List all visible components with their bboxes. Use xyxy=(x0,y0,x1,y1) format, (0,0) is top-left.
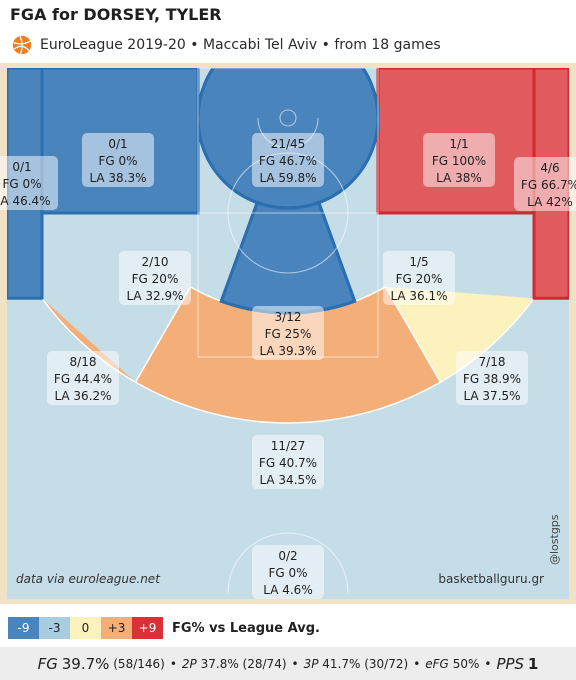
zone-attempts-label: 0/1 xyxy=(108,137,127,151)
zone-la-label: LA 36.2% xyxy=(54,389,111,403)
shot-chart-court: 0/1 FG 0% LA 46.4% 0/1 FG 0% LA 38.3% 21/45 FG … xyxy=(0,63,576,604)
chart-subtitle: EuroLeague 2019-20 • Maccabi Tel Aviv • … xyxy=(40,37,441,53)
zone-label-box xyxy=(82,133,154,187)
zone-label-left-corner-three: 0/1 FG 0% LA 46.4% xyxy=(0,156,58,210)
separator: • xyxy=(291,656,299,671)
brand-label: basketballguru.gr xyxy=(438,572,544,586)
p3-value: 41.7% (30/72) xyxy=(322,656,409,671)
zone-label-box xyxy=(252,306,324,360)
zone-label-right-baseline-midrange: 1/5 FG 20% LA 36.1% xyxy=(383,251,455,305)
zone-fg-label: FG 38.9% xyxy=(463,372,521,386)
zone-fg-label: FG 40.7% xyxy=(259,456,317,470)
zone-attempts-label: 21/45 xyxy=(271,137,306,151)
zone-la-label: LA 38.3% xyxy=(89,171,146,185)
chart-title: FGA for DORSEY, TYLER xyxy=(10,5,222,24)
zone-attempts-label: 1/5 xyxy=(409,255,428,269)
zone-label-left-wing-three: 8/18 FG 44.4% LA 36.2% xyxy=(47,351,119,405)
zone-left-wing-three xyxy=(41,297,136,383)
color-legend: -9 -3 0 +3 +9 FG% vs League Avg. xyxy=(8,617,320,639)
zone-label-box xyxy=(383,251,455,305)
zone-label-box xyxy=(252,435,324,489)
zone-label-left-baseline-midrange: 2/10 FG 20% LA 32.9% xyxy=(119,251,191,305)
zone-fg-label: FG 46.7% xyxy=(259,154,317,168)
zone-label-box xyxy=(119,251,191,305)
zone-attempts-label: 4/6 xyxy=(540,161,559,175)
zone-label-box xyxy=(423,133,495,187)
zone-label-right-elbow-midrange: 1/1 FG 100% LA 38% xyxy=(423,133,495,187)
legend-scale: -9 -3 0 +3 +9 xyxy=(8,617,163,639)
zone-label-box xyxy=(47,351,119,405)
legend-title: FG% vs League Avg. xyxy=(172,620,320,636)
fg-label: FG xyxy=(37,654,58,673)
zone-la-label: LA 39.3% xyxy=(259,344,316,358)
zone-label-top-of-key-three: 11/27 FG 40.7% LA 34.5% xyxy=(252,435,324,489)
pps-value: 1 xyxy=(527,654,539,673)
legend-bin: 0 xyxy=(70,617,101,639)
zone-label-box xyxy=(252,133,324,187)
zone-la-label: LA 42% xyxy=(527,195,573,209)
zone-fg-label: FG 0% xyxy=(2,177,41,191)
author-handle: @lostgps xyxy=(548,514,561,565)
fg-counts: (58/146) xyxy=(113,656,165,671)
zone-label-paint-non-ra: 3/12 FG 25% LA 39.3% xyxy=(252,306,324,360)
p3-label: 3P xyxy=(303,656,319,671)
zone-label-restricted-area: 21/45 FG 46.7% LA 59.8% xyxy=(252,133,324,187)
zone-attempts-label: 11/27 xyxy=(271,439,306,453)
legend-bin: -3 xyxy=(39,617,70,639)
summary-stats: FG 39.7% (58/146) • 2P 37.8% (28/74) • 3… xyxy=(0,647,576,680)
zone-la-label: LA 38% xyxy=(436,171,482,185)
zone-label-backcourt: 0/2 FG 0% LA 4.6% xyxy=(252,545,324,599)
zone-la-label: LA 46.4% xyxy=(0,194,51,208)
summary-bar xyxy=(0,647,576,680)
zone-attempts-label: 2/10 xyxy=(142,255,169,269)
zone-attempts-label: 3/12 xyxy=(275,310,302,324)
zone-fg-label: FG 100% xyxy=(432,154,486,168)
zone-attempts-label: 8/18 xyxy=(70,355,97,369)
zone-attempts-label: 0/1 xyxy=(12,160,31,174)
chart-subtitle-row: EuroLeague 2019-20 • Maccabi Tel Aviv • … xyxy=(12,34,441,56)
euroleague-ball-logo xyxy=(12,35,32,55)
zone-label-box xyxy=(514,157,576,211)
zone-attempts-label: 7/18 xyxy=(479,355,506,369)
zone-la-label: LA 59.8% xyxy=(259,171,316,185)
p2-label: 2P xyxy=(181,656,197,671)
zone-attempts-label: 0/2 xyxy=(278,549,297,563)
zone-la-label: LA 32.9% xyxy=(126,289,183,303)
zone-la-label: LA 37.5% xyxy=(463,389,520,403)
zone-fg-label: FG 44.4% xyxy=(54,372,112,386)
separator: • xyxy=(413,656,421,671)
p2-value: 37.8% (28/74) xyxy=(200,656,287,671)
legend-bin: +9 xyxy=(132,617,163,639)
zone-la-label: LA 4.6% xyxy=(263,583,312,597)
zone-label-box xyxy=(456,351,528,405)
zone-label-right-corner-three: 4/6 FG 66.7% LA 42% xyxy=(514,157,576,211)
zone-label-box xyxy=(0,156,58,210)
zone-fg-label: FG 20% xyxy=(396,272,443,286)
pps-label: PPS xyxy=(496,654,525,673)
zone-fg-label: FG 0% xyxy=(268,566,307,580)
fg-pct: 39.7% xyxy=(61,654,110,673)
separator: • xyxy=(169,656,177,671)
efg-label: eFG xyxy=(425,656,449,671)
efg-value: 50% xyxy=(452,656,480,671)
legend-bin: -9 xyxy=(8,617,39,639)
legend-bin: +3 xyxy=(101,617,132,639)
zone-label-left-elbow-midrange: 0/1 FG 0% LA 38.3% xyxy=(82,133,154,187)
zone-fg-label: FG 25% xyxy=(265,327,312,341)
separator: • xyxy=(484,656,492,671)
center-circle xyxy=(227,532,349,594)
zone-fg-label: FG 66.7% xyxy=(521,178,576,192)
zone-label-right-wing-three: 7/18 FG 38.9% LA 37.5% xyxy=(456,351,528,405)
zone-fg-label: FG 0% xyxy=(98,154,137,168)
zone-la-label: LA 34.5% xyxy=(259,473,316,487)
rim xyxy=(279,109,297,127)
zone-la-label: LA 36.1% xyxy=(390,289,447,303)
source-note: data via euroleague.net xyxy=(16,572,161,586)
zone-attempts-label: 1/1 xyxy=(449,137,468,151)
zone-label-box xyxy=(252,545,324,599)
zone-fg-label: FG 20% xyxy=(132,272,179,286)
